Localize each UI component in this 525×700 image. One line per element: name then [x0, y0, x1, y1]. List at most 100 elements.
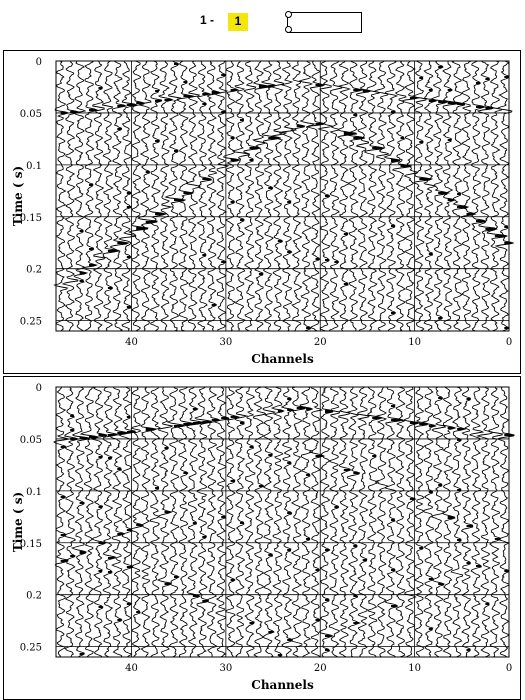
x-tick-label: 30 [220, 337, 233, 348]
trace-fill [277, 410, 284, 412]
trace-fill [466, 525, 473, 527]
trace-fill [107, 571, 113, 573]
trace-channel-35 [164, 60, 187, 332]
trace-fill [504, 434, 515, 436]
trace-fill [325, 635, 333, 637]
trace-fill [334, 261, 339, 263]
trace-fill [447, 427, 456, 429]
trace-channel-20 [306, 60, 327, 332]
y-tick-label: 0.15 [20, 213, 42, 224]
trace-fill [447, 139, 452, 141]
traces [53, 60, 514, 332]
trace-fill [362, 90, 371, 92]
trace-channel-3 [468, 386, 485, 658]
trace-fill [476, 220, 486, 222]
trace-fill [89, 248, 94, 250]
trace-channel-21 [299, 386, 314, 658]
trace-fill [155, 140, 160, 142]
trace-channel-18 [328, 386, 341, 658]
trace-channel-6 [441, 386, 457, 658]
trace-fill [155, 487, 159, 489]
trace-fill [60, 560, 68, 562]
slider-handle-top[interactable] [285, 11, 292, 18]
grid [56, 60, 510, 331]
trace-fill [268, 631, 274, 633]
trace-fill [202, 421, 213, 423]
trace-fill [419, 141, 424, 143]
trace-fill [249, 159, 254, 161]
trace-fill [504, 76, 509, 78]
trace-fill [400, 165, 412, 167]
trace-fill [79, 502, 85, 504]
slider-handle-bottom[interactable] [285, 26, 292, 33]
trace-fill [70, 111, 79, 113]
y-tick-label: 0.15 [20, 539, 42, 550]
trace-channel-0 [496, 386, 515, 658]
trace-channel-8 [422, 386, 437, 658]
seismic-panel-filtered: 0 0.05 0.1 0.15 0.2 0.25 40 30 20 10 0 Channels Time… [3, 376, 521, 700]
trace-fill [353, 89, 363, 91]
trace-fill [419, 423, 429, 425]
x-tick-label: 0 [506, 663, 512, 674]
x-axis-label: Channels [251, 352, 314, 366]
trace-fill [268, 85, 275, 87]
trace-fill [230, 201, 235, 203]
current-page-field[interactable]: 1 [228, 13, 248, 31]
y-tick-label: 0.2 [26, 265, 42, 276]
trace-fill [126, 529, 133, 531]
trace-fill [211, 419, 220, 421]
trace-fill [155, 90, 160, 92]
trace-fill [126, 306, 131, 308]
trace-channel-25 [260, 60, 281, 332]
trace-fill [400, 137, 405, 139]
trace-channel-2 [475, 386, 493, 658]
trace-channel-28 [231, 60, 250, 332]
page-slider[interactable] [287, 12, 362, 33]
trace-fill [306, 538, 310, 540]
trace-fill [325, 259, 330, 261]
trace-channel-6 [442, 60, 460, 331]
trace-fill [325, 549, 330, 551]
trace-channel-29 [224, 386, 240, 658]
y-tick-label: 0.1 [26, 487, 42, 498]
trace-fill [211, 304, 217, 306]
trace-fill [126, 566, 133, 568]
trace-fill [174, 63, 179, 65]
trace-channel-43 [92, 60, 106, 332]
trace-fill [428, 89, 433, 91]
trace-channel-31 [206, 386, 221, 657]
trace-fill [98, 456, 103, 458]
trace-fill [372, 417, 382, 419]
trace-fill [476, 82, 481, 84]
trace-channel-36 [156, 386, 174, 658]
trace-fill [343, 283, 348, 285]
trace-fill [362, 559, 367, 561]
trace-fill [287, 251, 292, 253]
trace-fill [117, 533, 125, 535]
y-tick-label: 0.2 [26, 591, 42, 602]
trace-channel-37 [148, 60, 168, 332]
trace-fill [117, 432, 128, 434]
trace-channel-0 [494, 60, 514, 332]
trace-fill [79, 653, 85, 655]
trace-channel-22 [289, 386, 307, 658]
trace-fill [391, 519, 395, 521]
trace-fill [438, 192, 449, 194]
trace-fill [457, 206, 469, 208]
trace-fill [428, 425, 436, 427]
trace-channel-34 [176, 60, 195, 332]
trace-fill [325, 195, 330, 197]
trace-fill [353, 472, 360, 474]
trace-channel-30 [213, 60, 230, 332]
trace-fill [221, 111, 226, 113]
trace-fill [60, 496, 66, 498]
trace-fill [504, 242, 514, 244]
trace-fill [438, 317, 443, 319]
trace-fill [79, 551, 87, 554]
trace-fill [306, 408, 313, 410]
trace-fill [221, 74, 226, 76]
trace-fill [136, 102, 145, 104]
x-tick-label: 10 [408, 663, 421, 674]
trace-fill [98, 570, 103, 572]
top-toolbar: 1 - 1 [0, 0, 525, 44]
